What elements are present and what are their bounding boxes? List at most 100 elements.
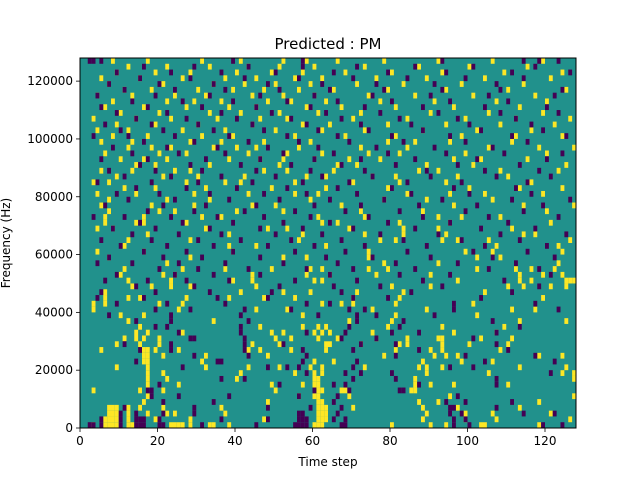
heatmap-cell-low — [258, 156, 263, 163]
heatmap-cell-high — [231, 86, 235, 93]
heatmap-cell-high — [328, 341, 332, 348]
heatmap-cell-high — [533, 92, 538, 99]
heatmap-cell-high — [537, 352, 542, 359]
heatmap-cell-low — [118, 127, 123, 134]
x-tick-label: 0 — [76, 434, 84, 448]
heatmap-cell-high — [246, 364, 251, 371]
heatmap-cell-high — [444, 422, 449, 428]
heatmap-cell-low — [254, 167, 259, 174]
heatmap-cell-high — [161, 352, 166, 359]
heatmap-cell-high — [196, 173, 201, 180]
heatmap-cell-high — [254, 75, 259, 82]
heatmap-cell-high — [111, 422, 115, 428]
heatmap-cell-high — [359, 110, 363, 116]
heatmap-cell-high — [382, 260, 387, 267]
heatmap-cell-high — [397, 150, 402, 157]
heatmap-cell-low — [176, 260, 181, 267]
heatmap-cell-low — [157, 422, 162, 428]
heatmap-cell-low — [467, 121, 472, 128]
heatmap-cell-low — [300, 179, 305, 186]
heatmap-cell-high — [316, 190, 321, 197]
heatmap-cell-high — [483, 422, 487, 428]
heatmap-cell-low — [529, 190, 534, 197]
heatmap-cell-high — [436, 167, 441, 174]
heatmap-cell-low — [134, 422, 139, 428]
heatmap-cell-low — [417, 202, 421, 209]
heatmap-cell-high — [142, 399, 146, 405]
heatmap-cell-low — [339, 237, 344, 243]
heatmap-cell-low — [169, 318, 173, 324]
heatmap-cell-low — [258, 92, 263, 99]
heatmap-cell-high — [444, 121, 449, 128]
heatmap-cell-high — [428, 381, 433, 388]
heatmap-cell-low — [514, 115, 518, 122]
heatmap-cell-high — [537, 144, 542, 151]
heatmap-cell-low — [273, 173, 278, 180]
heatmap-cell-high — [463, 248, 468, 255]
heatmap-cell-low — [176, 329, 181, 336]
heatmap-cell-low — [91, 133, 96, 139]
heatmap-cell-high — [95, 127, 100, 134]
heatmap-cell-low — [494, 375, 499, 382]
heatmap-cell-low — [289, 237, 294, 243]
heatmap-cell-low — [258, 225, 263, 232]
heatmap-cell-high — [316, 410, 321, 417]
heatmap-cell-low — [436, 110, 441, 116]
heatmap-cell-low — [355, 358, 359, 365]
heatmap-cell-low — [459, 179, 464, 186]
heatmap-cell-low — [262, 214, 266, 220]
heatmap-cell-high — [324, 341, 328, 348]
heatmap-cell-high — [521, 231, 526, 238]
heatmap-cell-low — [242, 335, 247, 342]
heatmap-cell-low — [355, 318, 359, 324]
heatmap-cell-high — [207, 162, 212, 168]
heatmap-cell-low — [161, 399, 166, 405]
heatmap-cell-low — [142, 63, 146, 70]
heatmap-cell-high — [320, 277, 325, 284]
heatmap-cell-high — [506, 283, 511, 290]
heatmap-cell-low — [285, 98, 290, 105]
heatmap-cell-high — [568, 237, 573, 243]
heatmap-cell-low — [448, 219, 452, 226]
heatmap-cell-low — [188, 335, 193, 342]
heatmap-cell-high — [362, 214, 367, 220]
heatmap-cell-high — [300, 381, 305, 388]
heatmap-cell-low — [235, 185, 239, 191]
heatmap-cell-low — [180, 98, 185, 105]
heatmap-cell-high — [304, 104, 309, 111]
heatmap-cell-low — [335, 260, 340, 267]
heatmap-cell-high — [506, 173, 511, 180]
heatmap-cell-high — [169, 422, 173, 428]
heatmap-cell-low — [300, 347, 305, 353]
heatmap-cell-high — [138, 404, 142, 411]
heatmap-cell-low — [211, 399, 216, 405]
heatmap-cell-high — [235, 375, 239, 382]
heatmap-cell-high — [118, 271, 123, 278]
heatmap-cell-high — [312, 393, 317, 400]
x-tick-label: 20 — [150, 434, 165, 448]
heatmap-cell-low — [161, 127, 166, 134]
heatmap-cell-low — [514, 260, 518, 267]
heatmap-cell-high — [331, 167, 336, 174]
heatmap-cell-low — [192, 63, 197, 70]
heatmap-cell-high — [316, 399, 321, 405]
heatmap-cell-low — [300, 225, 305, 232]
heatmap-cell-high — [359, 208, 363, 215]
heatmap-cell-high — [142, 312, 146, 319]
heatmap-cell-low — [378, 231, 383, 238]
heatmap-cell-high — [300, 312, 305, 319]
heatmap-cell-low — [324, 254, 328, 261]
heatmap-cell-high — [320, 404, 325, 411]
heatmap-cell-high — [107, 416, 111, 423]
heatmap-cell-low — [479, 127, 483, 134]
heatmap-cell-low — [362, 243, 367, 249]
heatmap-cell-high — [126, 318, 131, 324]
heatmap-cell-low — [142, 295, 146, 301]
heatmap-cell-low — [169, 347, 173, 353]
heatmap-cell-high — [362, 364, 367, 371]
heatmap-cell-low — [362, 167, 367, 174]
heatmap-cell-high — [312, 422, 317, 428]
heatmap-cell-high — [111, 404, 115, 411]
heatmap-cell-low — [517, 237, 522, 243]
heatmap-cell-low — [432, 81, 437, 87]
